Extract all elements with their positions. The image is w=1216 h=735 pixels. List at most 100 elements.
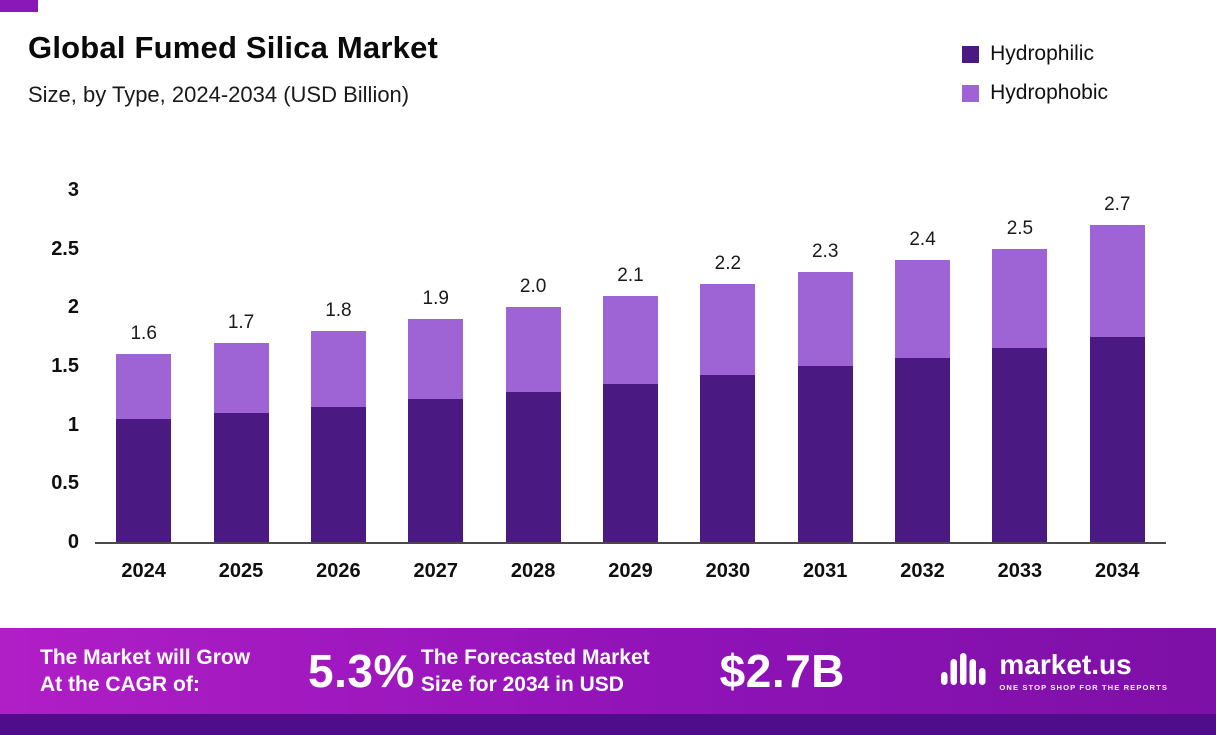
brand: market.us ONE STOP SHOP FOR THE REPORTS (941, 648, 1168, 692)
cagr-value: 5.3% (308, 645, 415, 697)
bar-total-label: 2.5 (1006, 217, 1034, 239)
stacked-bar (602, 295, 658, 542)
bar-group: 1.8 (290, 300, 387, 542)
footer-strip (0, 714, 1216, 735)
bar-group: 1.6 (95, 323, 192, 542)
segment-hydrophobic (895, 260, 951, 358)
forecast-value: $2.7B (719, 645, 845, 697)
segment-hydrophilic (505, 391, 561, 542)
y-axis-tick: 0 (67, 531, 79, 553)
segment-hydrophilic (895, 357, 951, 542)
legend-label-hydrophilic: Hydrophilic (990, 42, 1094, 65)
bar-total-label: 2.3 (811, 241, 839, 263)
segment-hydrophilic (116, 418, 172, 542)
chart-subtitle: Size, by Type, 2024-2034 (USD Billion) (28, 82, 410, 107)
bar-total-label: 2.0 (519, 276, 547, 298)
y-axis-tick: 2.5 (51, 237, 79, 260)
header: Global Fumed Silica Market Size, by Type… (0, 0, 1216, 108)
forecast-label-line1: The Forecasted Market (420, 645, 650, 669)
segment-hydrophilic (310, 407, 366, 542)
x-axis-label: 2025 (218, 560, 264, 582)
segment-hydrophilic (992, 348, 1048, 542)
stacked-bar (895, 260, 951, 542)
bar-group: 2.4 (874, 229, 971, 542)
segment-hydrophobic (505, 307, 561, 392)
plot-area: 3 2.5 2 1.5 1 0.5 0 1.6 1.7 1.8 1.9 2.0 2.1 2.2 2.3 2.… (51, 179, 1166, 553)
legend-item-hydrophilic: Hydrophilic (962, 42, 1108, 66)
x-axis-label: 2031 (802, 560, 848, 582)
x-axis-label: 2033 (997, 560, 1043, 582)
segment-hydrophobic (116, 354, 172, 419)
cagr-label: The Market will Grow At the CAGR of: (40, 644, 250, 699)
bar-group: 2.0 (484, 276, 581, 542)
segment-hydrophilic (1089, 336, 1145, 542)
segment-hydrophobic (797, 272, 853, 366)
bar-group: 2.5 (971, 218, 1068, 542)
bar-group: 2.2 (679, 253, 776, 542)
stacked-bar (408, 319, 464, 542)
segment-hydrophobic (310, 330, 366, 408)
segment-hydrophobic (408, 319, 464, 399)
segment-hydrophilic (797, 366, 853, 542)
legend: Hydrophilic Hydrophobic (962, 42, 1108, 105)
y-axis-tick: 1 (67, 413, 79, 436)
legend-swatch-hydrophilic (962, 45, 980, 63)
forecast-label-line2: Size for 2034 in USD (420, 673, 624, 696)
stacked-bar (992, 248, 1048, 542)
bar-group: 2.7 (1069, 194, 1166, 542)
segment-hydrophobic (213, 342, 269, 413)
x-axis-label: 2034 (1095, 560, 1140, 582)
bar-total-label: 2.2 (714, 252, 742, 274)
segment-hydrophilic (213, 412, 269, 542)
legend-label-hydrophobic: Hydrophobic (990, 81, 1108, 104)
y-axis-tick: 3 (67, 179, 79, 201)
stacked-bar (213, 342, 269, 542)
forecast-label: The Forecasted Market Size for 2034 in U… (421, 644, 650, 699)
stacked-bar (505, 307, 561, 542)
segment-hydrophilic (700, 375, 756, 542)
stacked-bar (116, 354, 172, 542)
bar-group: 2.3 (777, 241, 874, 542)
bar-group: 2.1 (582, 265, 679, 542)
segment-hydrophilic (602, 383, 658, 542)
chart-title: Global Fumed Silica Market (28, 30, 439, 65)
bar-total-label: 1.9 (422, 288, 449, 310)
bar-total-label: 1.8 (325, 299, 352, 321)
y-axis-tick: 1.5 (51, 355, 79, 377)
bar-group: 1.9 (387, 288, 484, 542)
stacked-bar (1089, 225, 1145, 542)
bar-total-label: 2.1 (617, 264, 644, 286)
x-axis-label: 2026 (316, 560, 361, 582)
bar-total-label: 1.7 (227, 311, 255, 333)
x-axis: 2024 2025 2026 2027 2028 2029 2030 2031 2032 2033… (95, 560, 1166, 583)
corner-accent (0, 0, 38, 12)
segment-hydrophobic (1089, 225, 1145, 337)
stacked-bar (797, 272, 853, 542)
bar-group: 1.7 (192, 312, 289, 542)
brand-tagline: ONE STOP SHOP FOR THE REPORTS (999, 682, 1168, 692)
x-axis-label: 2027 (413, 560, 459, 582)
x-axis-label: 2029 (608, 560, 653, 582)
x-axis-label: 2024 (121, 560, 166, 582)
market-us-waveform-icon (941, 652, 987, 690)
y-axis-tick: 2 (67, 296, 79, 319)
segment-hydrophilic (408, 398, 464, 542)
y-axis-tick: 0.5 (51, 472, 79, 495)
stacked-bar (700, 283, 756, 542)
x-axis-label: 2030 (705, 560, 751, 582)
legend-item-hydrophobic: Hydrophobic (962, 81, 1108, 105)
x-axis-label: 2028 (510, 560, 556, 582)
bar-total-label: 2.7 (1104, 194, 1131, 216)
cagr-label-line2: At the CAGR of: (40, 673, 200, 696)
stacked-bar (310, 330, 366, 542)
x-axis-label: 2032 (900, 560, 945, 582)
y-axis: 3 2.5 2 1.5 1 0.5 0 (17, 179, 79, 553)
segment-hydrophobic (602, 295, 658, 384)
brand-text: market.us ONE STOP SHOP FOR THE REPORTS (999, 648, 1168, 692)
chart-area: 3 2.5 2 1.5 1 0.5 0 1.6 1.7 1.8 1.9 2.0 2.1 2.2 2.3 2.… (51, 179, 1166, 553)
bar-total-label: 1.6 (130, 323, 157, 345)
legend-swatch-hydrophobic (962, 84, 980, 102)
brand-name: market.us (999, 648, 1132, 680)
segment-hydrophobic (992, 248, 1048, 349)
